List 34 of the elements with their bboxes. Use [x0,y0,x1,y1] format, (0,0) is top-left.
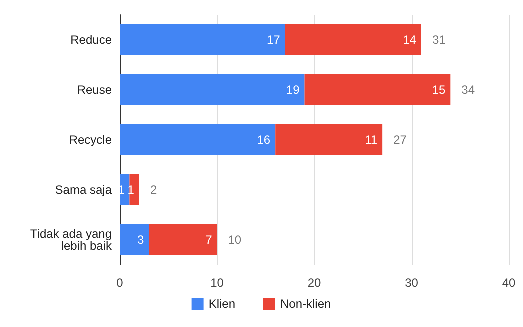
data-label: 11 [365,133,378,147]
x-tick-label: 20 [308,276,322,290]
x-tick-label: 40 [502,276,516,290]
bar [304,74,451,106]
data-label: 19 [286,83,300,97]
y-tick-label: Reuse [77,83,112,97]
legend-label: Non-klien [280,297,332,311]
total-label: 34 [462,83,476,97]
data-label: 15 [432,83,446,97]
total-label: 31 [432,33,446,47]
legend-label: Klien [208,297,236,311]
total-label: 27 [394,133,408,147]
bar [120,24,286,56]
data-label: 16 [257,133,271,147]
bar [285,24,422,56]
bar [120,124,276,156]
x-tick-label: 0 [116,276,124,290]
x-tick-label: 30 [405,276,419,290]
y-tick-label: Recycle [69,133,112,147]
data-label: 7 [206,233,213,247]
y-tick-label: Reduce [70,33,112,47]
data-label: 3 [137,233,144,247]
bar [120,74,305,106]
y-tick-label: Sama saja [55,183,112,197]
bar [276,124,383,156]
bar [120,224,150,256]
bar [149,224,218,256]
y-tick-label: Tidak ada yang lebih baik [30,227,113,253]
x-tick-label: 10 [210,276,224,290]
data-label: 17 [266,33,281,47]
bar [120,174,130,206]
total-label: 10 [228,233,242,247]
total-label: 2 [150,183,158,197]
data-label: 14 [403,33,417,47]
